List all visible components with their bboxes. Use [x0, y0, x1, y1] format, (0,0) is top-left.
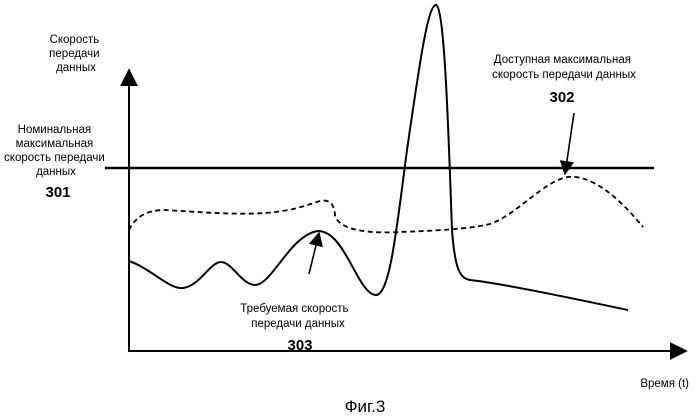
y-axis-label-line-2: передачи	[49, 48, 99, 60]
nominal-max-label-line-1: Номинальная	[18, 124, 91, 136]
required-pointer	[309, 233, 319, 274]
nominal-max-label-line-4: данных	[36, 166, 76, 178]
available-max-curve	[129, 177, 643, 233]
required-label-line-2: передачи данных	[251, 318, 345, 330]
y-axis-label: Скорость передачи данных	[49, 34, 103, 74]
available-max-label-line-1: Доступная максимальная	[494, 54, 631, 66]
x-axis-label: Время (t)	[640, 378, 689, 390]
nominal-max-ref: 301	[45, 184, 70, 201]
nominal-max-label: Номинальная максимальная скорость переда…	[4, 124, 108, 178]
available-max-ref: 302	[549, 89, 574, 106]
required-label: Требуемая скорость передачи данных	[240, 303, 351, 330]
available-max-label-line-2: скорость передачи данных	[492, 69, 636, 81]
nominal-max-label-line-2: максимальная	[16, 138, 94, 150]
required-curve	[129, 5, 628, 310]
required-ref: 303	[287, 337, 312, 354]
required-label-line-1: Требуемая скорость	[240, 303, 348, 315]
figure-caption: Фиг.3	[345, 397, 386, 416]
nominal-max-label-line-3: скорость передачи	[4, 152, 105, 164]
y-axis-label-line-1: Скорость	[50, 34, 100, 46]
y-axis-label-line-3: данных	[56, 62, 96, 74]
available-max-label: Доступная максимальная скорость передачи…	[492, 54, 636, 81]
available-max-pointer	[565, 113, 574, 174]
